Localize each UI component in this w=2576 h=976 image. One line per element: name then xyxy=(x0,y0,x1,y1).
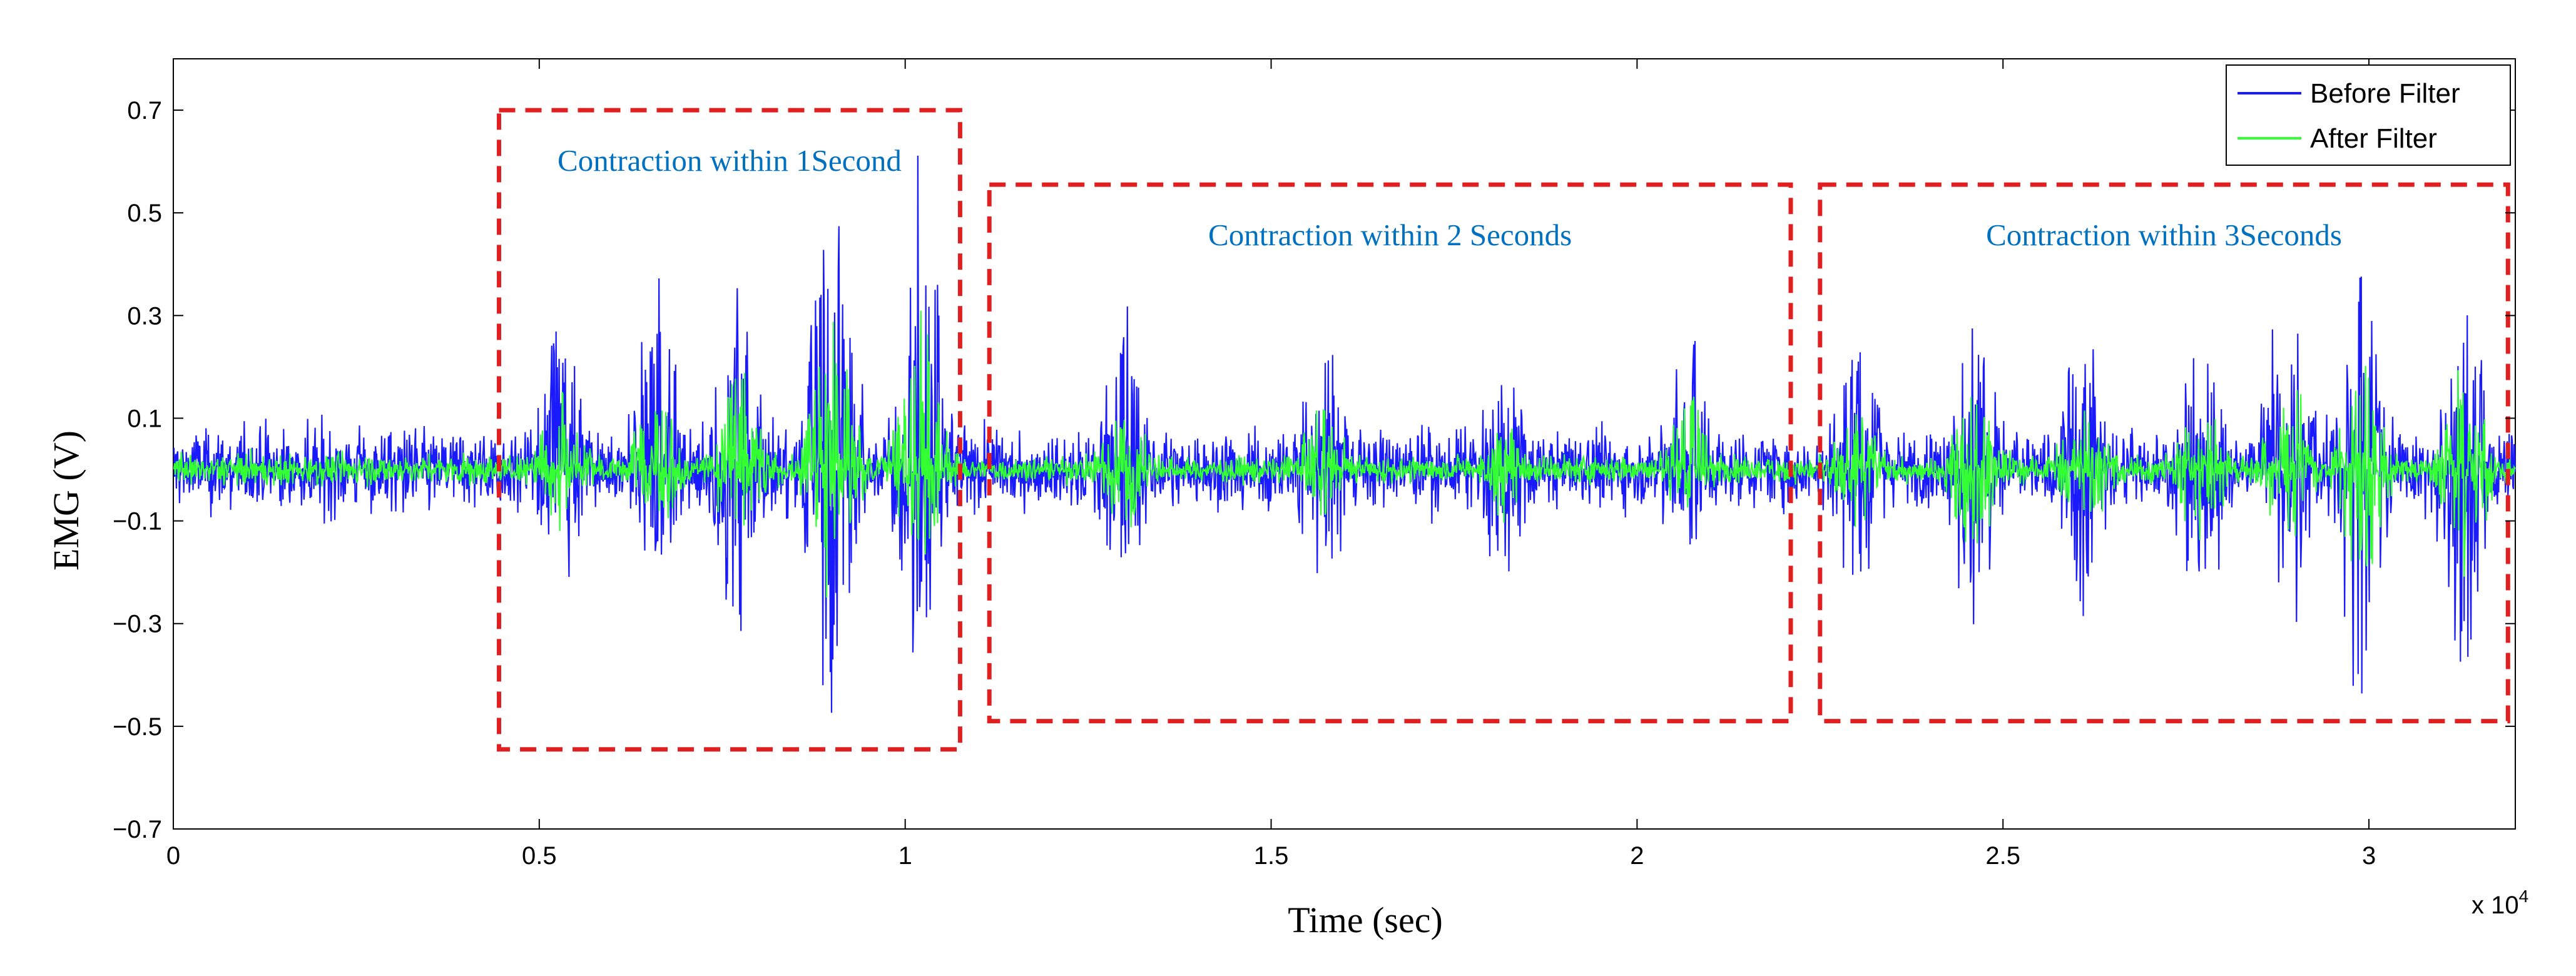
signal-traces xyxy=(173,155,2517,713)
x-tick-label: 2 xyxy=(1630,842,1644,870)
x-tick-label: 0.5 xyxy=(522,842,557,870)
annotation-label-3: Contraction within 3Seconds xyxy=(1986,218,2342,252)
x-tick-label: 1.5 xyxy=(1254,842,1289,870)
series-after-filter-line xyxy=(173,310,2516,598)
y-tick-label: 0.1 xyxy=(127,405,162,432)
axes: 0 0.5 1 1.5 2 2.5 3 0.7 0.5 0.3 0.1 −0.1 −0.3 −0.5 −0.… xyxy=(113,59,2515,870)
x-tick-label: 3 xyxy=(2362,842,2376,870)
legend-label-2: After Filter xyxy=(2310,123,2437,154)
series-before-filter-line xyxy=(173,155,2517,713)
annotation-box-1 xyxy=(497,108,962,752)
annotation-box-3 xyxy=(1818,182,2510,724)
x-axis-label: Time (sec) xyxy=(1288,900,1443,940)
y-tick-label: −0.7 xyxy=(113,816,162,843)
y-tick-label: 0.5 xyxy=(127,200,162,227)
y-axis-label: EMG (V) xyxy=(46,430,86,571)
legend-label-1: Before Filter xyxy=(2310,78,2460,109)
x-axis-multiplier: x 104 xyxy=(2472,887,2528,919)
legend-box xyxy=(2226,64,2511,166)
annotation-label-1: Contraction within 1Second xyxy=(557,143,902,178)
y-tick-label: −0.1 xyxy=(113,508,162,536)
x-tick-label: 2.5 xyxy=(1985,842,2020,870)
y-tick-label: −0.3 xyxy=(113,611,162,638)
y-tick-label: 0.3 xyxy=(127,302,162,330)
y-tick-label: 0.7 xyxy=(127,97,162,125)
annotation-label-2: Contraction within 2 Seconds xyxy=(1208,218,1572,252)
y-tick-label: −0.5 xyxy=(113,713,162,741)
annotation-boxes: Contraction within 1Second Contraction wi… xyxy=(497,108,2510,752)
x-tick-label: 1 xyxy=(899,842,912,870)
legend: Before Filter After Filter xyxy=(2226,64,2511,166)
x-axis-multiplier-exponent: 4 xyxy=(2519,887,2529,906)
annotation-box-2 xyxy=(987,182,1793,724)
x-axis-multiplier-base: x 10 xyxy=(2472,892,2519,919)
x-tick-label: 0 xyxy=(166,842,180,870)
